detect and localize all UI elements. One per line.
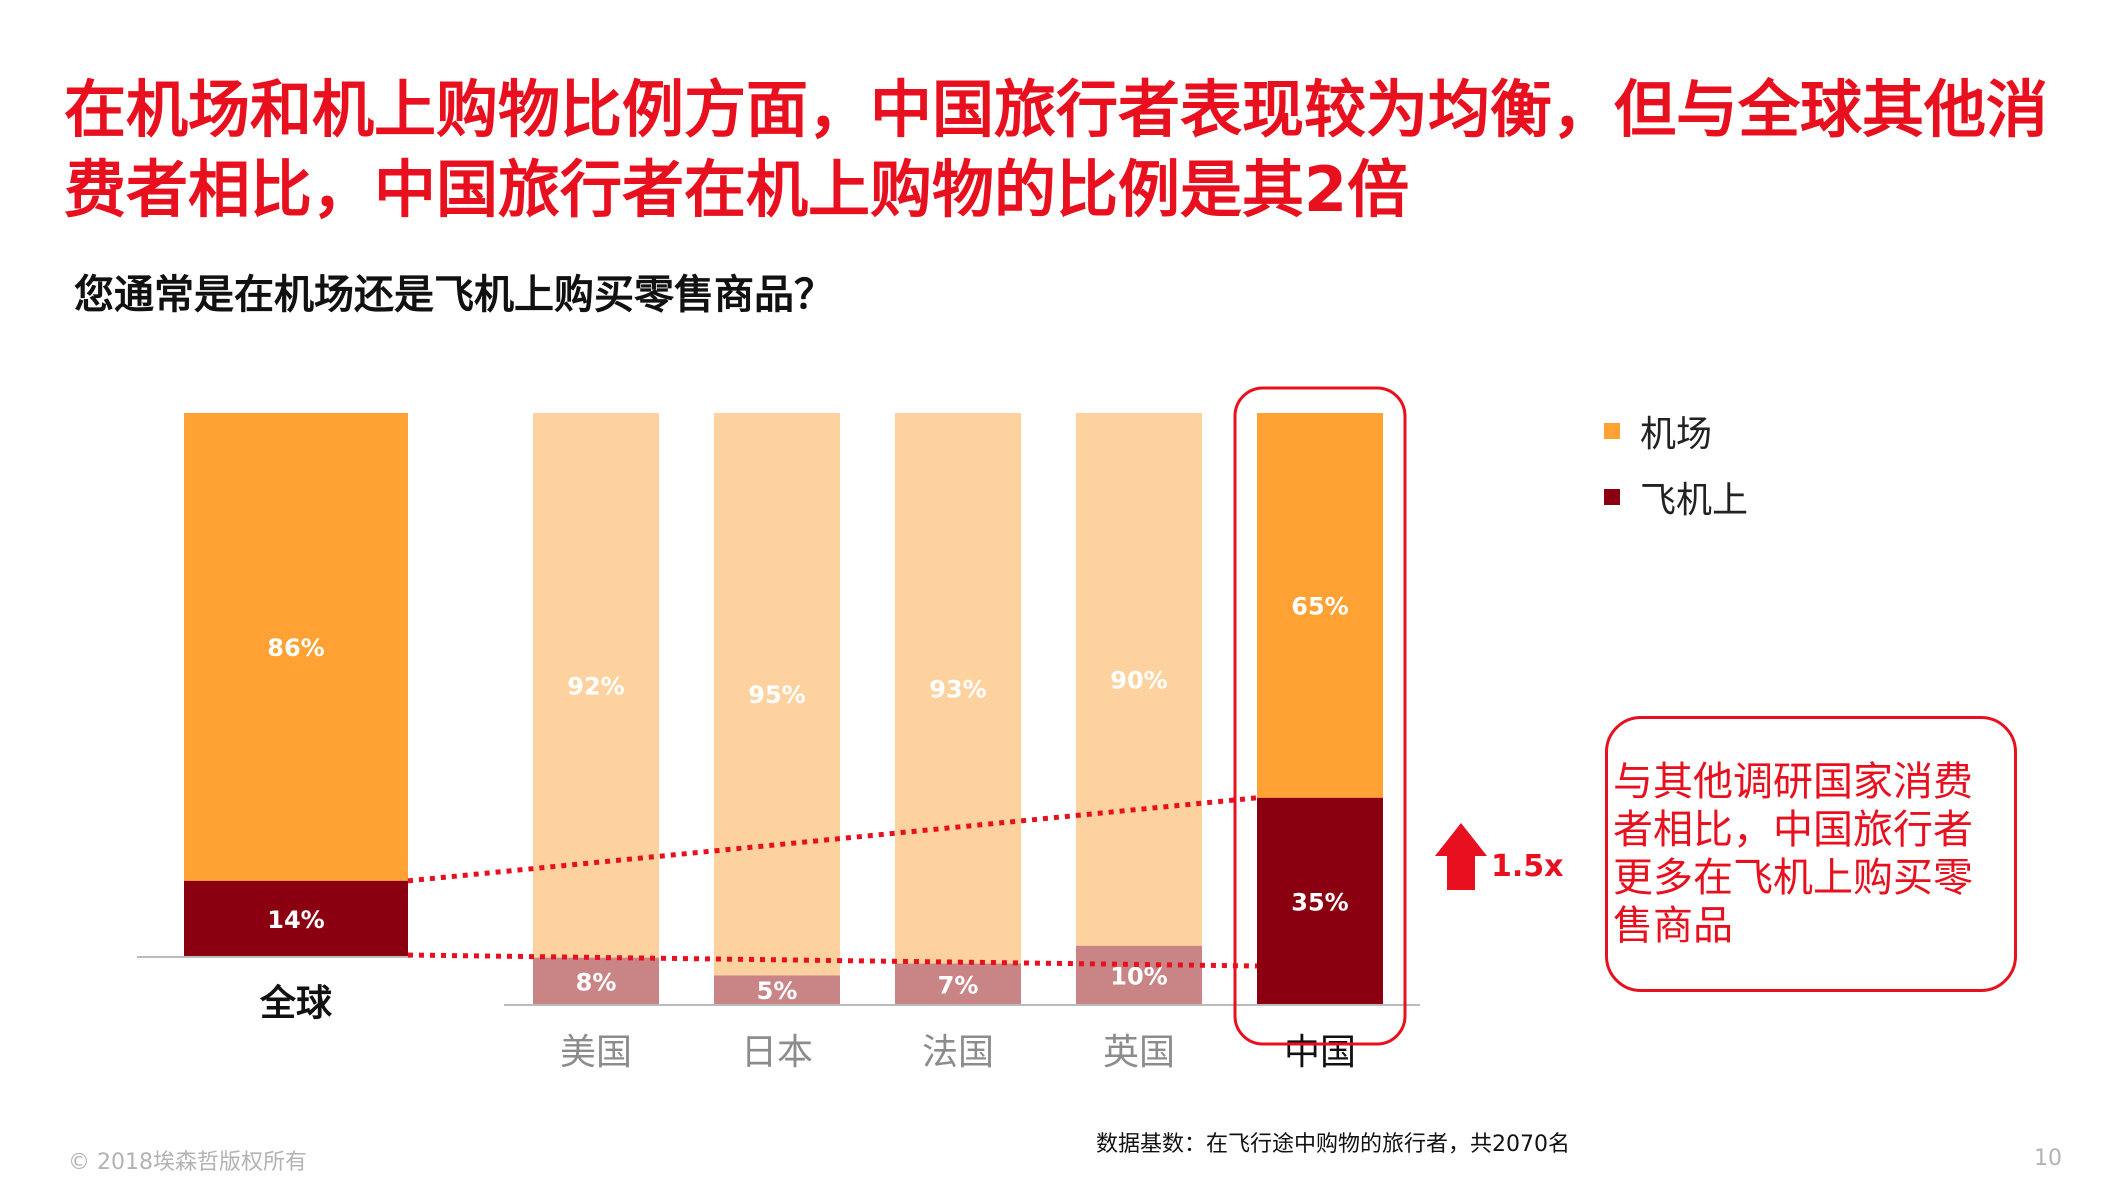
bar-airport-0: [184, 413, 408, 881]
bar-airport-2: [714, 413, 840, 976]
callout-box: 与其他调研国家消费者相比，中国旅行者更多在飞机上购买零售商品: [1605, 716, 2017, 992]
data-label-airport-3: 93%: [929, 675, 986, 703]
callout-text: 与其他调研国家消费者相比，中国旅行者更多在飞机上购买零售商品: [1613, 759, 1973, 949]
bar-inflight-3: [895, 963, 1021, 1005]
chart-legend: 机场 飞机上: [1604, 398, 1748, 530]
survey-question: 您通常是在机场还是飞机上购买零售商品？: [74, 272, 834, 318]
bar-airport-3: [895, 413, 1021, 964]
bar-inflight-5: [1257, 797, 1383, 1005]
bar-airport-4: [1076, 413, 1202, 946]
data-label-airport-0: 86%: [267, 634, 324, 662]
legend-label-inflight: 飞机上: [1640, 480, 1749, 521]
legend-swatch-airport: [1604, 423, 1620, 439]
legend-label-airport: 机场: [1640, 414, 1713, 455]
page-title: 在机场和机上购物比例方面，中国旅行者表现较为均衡，但与全球其他消费者相比，中国旅…: [64, 73, 2049, 226]
growth-annotation: 1.5x: [1491, 849, 1564, 884]
category-label-5: 中国: [1284, 1032, 1356, 1073]
data-label-airport-4: 90%: [1110, 666, 1167, 694]
data-label-inflight-3: 7%: [938, 971, 979, 999]
legend-item-airport: 机场: [1604, 398, 1748, 464]
category-label-4: 英国: [1103, 1032, 1175, 1073]
data-label-airport-5: 65%: [1291, 592, 1348, 620]
category-label-3: 法国: [922, 1032, 994, 1073]
legend-swatch-inflight: [1604, 489, 1620, 505]
data-label-inflight-1: 8%: [576, 968, 617, 996]
data-label-airport-2: 95%: [748, 681, 805, 709]
copyright: © 2018埃森哲版权所有: [68, 1150, 307, 1175]
data-source-note: 数据基数：在飞行途中购物的旅行者，共2070名: [1096, 1132, 1570, 1157]
comparison-line-bottom: [407, 952, 1258, 969]
bar-inflight-2: [714, 975, 840, 1005]
up-arrow-icon: [1435, 823, 1487, 890]
data-label-airport-1: 92%: [567, 672, 624, 700]
category-label-2: 日本: [741, 1032, 813, 1073]
bar-inflight-4: [1076, 945, 1202, 1005]
data-label-inflight-5: 35%: [1291, 888, 1348, 916]
category-label-0: 全球: [259, 982, 333, 1024]
data-label-inflight-0: 14%: [267, 906, 324, 934]
data-label-inflight-2: 5%: [757, 977, 798, 1005]
bar-inflight-0: [184, 880, 408, 957]
legend-item-inflight: 飞机上: [1604, 464, 1748, 530]
bar-airport-5: [1257, 413, 1383, 798]
category-label-1: 美国: [560, 1032, 632, 1073]
page-number: 10: [2034, 1146, 2062, 1171]
highlight-china-frame: [1233, 386, 1407, 1046]
bar-inflight-1: [533, 957, 659, 1005]
